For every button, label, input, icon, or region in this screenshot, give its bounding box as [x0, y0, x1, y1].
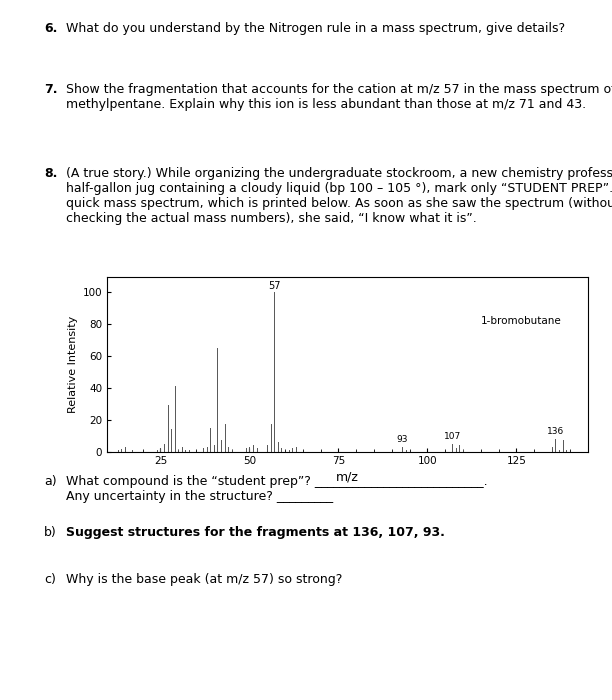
Text: (A true story.) While organizing the undergraduate stockroom, a new chemistry pr: (A true story.) While organizing the und… — [66, 167, 612, 225]
Text: c): c) — [44, 573, 56, 586]
Text: 93: 93 — [397, 435, 408, 444]
Text: Suggest structures for the fragments at 136, 107, 93.: Suggest structures for the fragments at … — [66, 526, 445, 540]
Text: b): b) — [44, 526, 57, 540]
Text: Why is the base peak (at m/z 57) so strong?: Why is the base peak (at m/z 57) so stro… — [66, 573, 343, 586]
Text: 6.: 6. — [44, 22, 58, 36]
Text: 8.: 8. — [44, 167, 58, 180]
Text: 107: 107 — [444, 432, 461, 441]
Text: 1-bromobutane: 1-bromobutane — [481, 316, 562, 326]
Text: 57: 57 — [268, 281, 281, 290]
Text: 136: 136 — [547, 428, 564, 436]
Y-axis label: Relative Intensity: Relative Intensity — [69, 316, 78, 412]
X-axis label: m/z: m/z — [336, 470, 359, 484]
Text: 7.: 7. — [44, 83, 58, 96]
Text: What do you understand by the Nitrogen rule in a mass spectrum, give details?: What do you understand by the Nitrogen r… — [66, 22, 565, 36]
Text: a): a) — [44, 475, 57, 488]
Text: Show the fragmentation that accounts for the cation at m/z 57 in the mass spectr: Show the fragmentation that accounts for… — [66, 83, 612, 111]
Text: What compound is the “student prep”? ___________________________.
Any uncertaint: What compound is the “student prep”? ___… — [66, 475, 488, 503]
